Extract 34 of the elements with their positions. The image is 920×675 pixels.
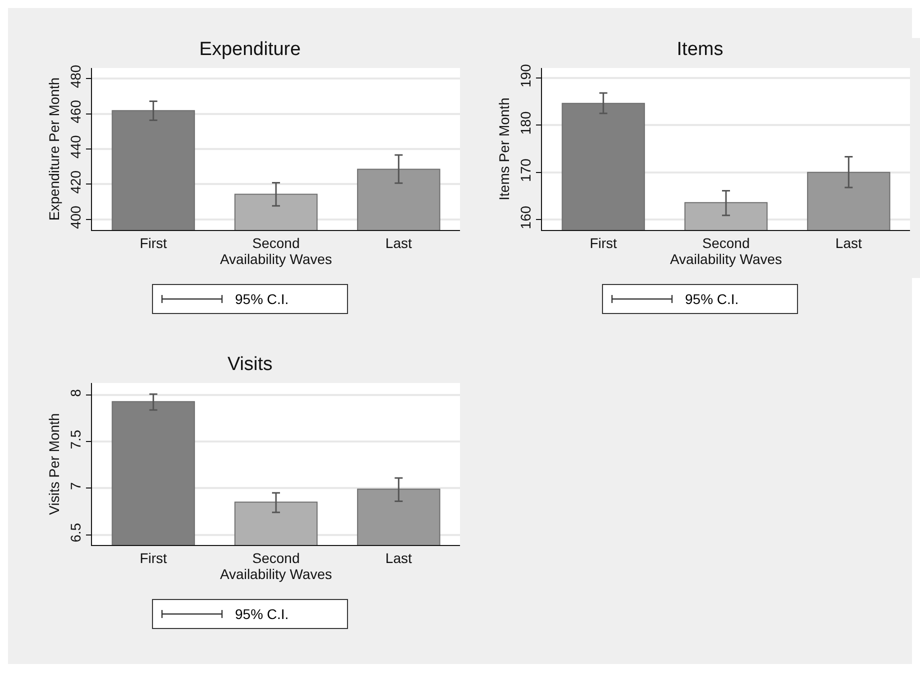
y-tick-label: 190 <box>517 64 534 88</box>
chart-title: Expenditure <box>199 38 301 60</box>
x-tick-label: First <box>140 234 168 251</box>
x-tick-label: Second <box>252 550 300 566</box>
x-tick-label: First <box>590 234 618 251</box>
y-tick-label: 480 <box>67 64 84 88</box>
chart-title: Visits <box>227 354 273 375</box>
x-axis-title: Availability Waves <box>220 250 332 267</box>
y-axis-title: Items Per Month <box>496 98 512 200</box>
text: 95% C.I. <box>235 291 289 307</box>
y-tick-label: 180 <box>517 111 534 135</box>
y-tick-label: 460 <box>67 100 84 124</box>
x-axis-title: Availability Waves <box>670 250 782 267</box>
y-tick-label: 400 <box>67 205 84 230</box>
y-tick-label: 420 <box>67 170 84 194</box>
x-tick-label: First <box>140 550 168 566</box>
y-axis-title: Expenditure Per Month <box>46 77 62 221</box>
x-axis-title: Availability Waves <box>220 566 332 582</box>
y-tick-label: 440 <box>67 135 84 159</box>
y-tick-label: 7 <box>67 482 84 490</box>
text: 95% C.I. <box>235 606 289 622</box>
y-tick-label: 6.5 <box>67 522 84 542</box>
y-axis-title: Visits Per Month <box>46 413 62 515</box>
y-tick-label: 7.5 <box>67 430 84 450</box>
x-tick-label: Second <box>252 234 300 251</box>
text: 95% C.I. <box>685 291 739 307</box>
x-tick-label: Second <box>702 234 750 251</box>
x-tick-label: Last <box>835 234 862 251</box>
x-tick-label: Last <box>385 234 412 251</box>
y-tick-label: 8 <box>67 388 84 397</box>
y-tick-label: 160 <box>517 206 534 230</box>
y-tick-label: 170 <box>517 158 534 182</box>
x-tick-label: Last <box>385 550 412 566</box>
chart-title: Items <box>676 38 724 60</box>
